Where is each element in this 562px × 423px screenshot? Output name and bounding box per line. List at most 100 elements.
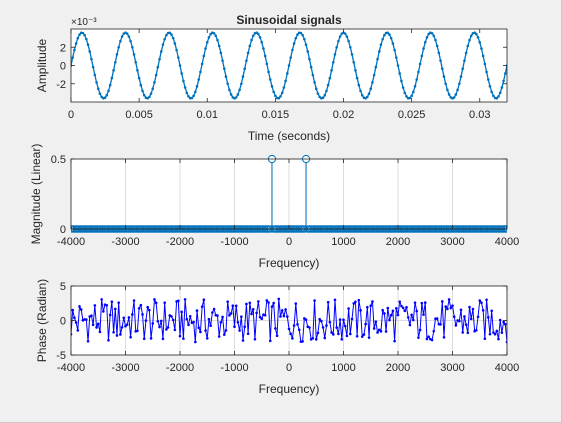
y-exponent-label: ×10⁻³	[71, 17, 97, 28]
phase-point	[376, 331, 379, 334]
signal-sample-point	[456, 88, 459, 92]
phase-point	[345, 334, 349, 338]
signal-sample-point	[345, 35, 349, 38]
y-axis-label: Amplitude	[35, 39, 49, 93]
phase-point	[294, 302, 298, 305]
phase-point	[236, 320, 240, 324]
signal-sample-point	[108, 83, 112, 87]
phase-point	[497, 337, 500, 341]
y-axis-label: Phase (Radian)	[35, 279, 49, 362]
signal-sample-point	[88, 50, 92, 53]
phase-point	[234, 304, 238, 308]
phase-point	[500, 331, 504, 334]
phase-point	[117, 301, 120, 304]
signal-sample-point	[337, 39, 340, 43]
signal-sample-point	[469, 34, 473, 38]
signal-sample-point	[371, 81, 374, 84]
phase-point	[413, 301, 417, 304]
phase-point	[483, 337, 487, 341]
phase-point	[355, 334, 359, 338]
phase-point	[86, 340, 90, 343]
signal-sample-point	[366, 95, 369, 99]
phase-point	[308, 326, 311, 329]
phase-point	[204, 329, 207, 332]
x-tick-label: 1000	[331, 362, 355, 374]
phase-point	[331, 333, 335, 336]
signal-sample-point	[394, 56, 398, 59]
phase-point	[372, 327, 376, 330]
signal-sample-point	[241, 75, 245, 78]
phase-point	[182, 337, 185, 340]
signal-sample-point	[333, 53, 337, 56]
signal-sample-point	[393, 48, 396, 52]
phase-point	[461, 331, 465, 334]
signal-sample-point	[389, 36, 393, 40]
phase-point	[323, 336, 327, 340]
signal-sample-point	[127, 35, 131, 38]
signal-sample-point	[379, 43, 383, 46]
signal-sample-point	[377, 50, 381, 53]
phase-point	[100, 298, 103, 301]
signal-sample-point	[238, 88, 241, 92]
phase-point	[125, 323, 129, 326]
signal-sample-point	[360, 93, 364, 97]
phase-point	[304, 318, 308, 321]
signal-sample-point	[178, 64, 182, 67]
phase-point	[374, 320, 378, 323]
phase-point	[492, 331, 495, 334]
phase-point	[113, 307, 117, 311]
phase-point	[173, 328, 177, 332]
signal-sample-point	[86, 43, 90, 46]
phase-point	[211, 311, 214, 314]
signal-sample-point	[417, 70, 420, 74]
signal-sample-point	[485, 70, 488, 74]
phase-point	[435, 317, 439, 320]
signal-sample-point	[454, 93, 458, 96]
phase-point	[241, 339, 245, 342]
phase-point	[195, 309, 199, 312]
phase-point	[178, 334, 182, 338]
signal-sample-point	[136, 69, 139, 72]
phase-point	[159, 319, 163, 323]
signal-sample-point	[313, 81, 316, 84]
phase-point	[425, 337, 429, 341]
signal-sample-point	[466, 44, 470, 48]
signal-sample-point	[194, 90, 197, 94]
signal-sample-point	[430, 31, 434, 35]
phase-point	[490, 309, 493, 313]
phase-point	[148, 308, 151, 312]
signal-sample-point	[74, 42, 78, 45]
phase-point	[476, 315, 480, 319]
phase-point	[412, 318, 415, 322]
signal-sample-point	[291, 48, 294, 52]
phase-point	[141, 313, 144, 316]
signal-sample-point	[503, 72, 507, 75]
phase-point	[115, 334, 119, 337]
phase-point	[488, 332, 492, 336]
phase-point	[502, 320, 505, 324]
signal-sample-point	[175, 48, 178, 52]
phase-point	[389, 313, 393, 317]
signal-sample-point	[405, 95, 408, 98]
phase-point	[391, 309, 395, 313]
data-series	[71, 31, 507, 100]
signal-sample-point	[185, 91, 189, 95]
phase-point	[197, 326, 201, 330]
signal-sample-point	[216, 38, 219, 42]
phase-point	[478, 299, 482, 302]
x-tick-label: 0.015	[262, 109, 290, 121]
signal-sample-point	[280, 91, 284, 95]
phase-point	[471, 307, 475, 311]
signal-sample-point	[495, 96, 499, 100]
x-tick-label: -1000	[220, 362, 248, 374]
phase-point	[279, 315, 282, 318]
phase-point	[285, 315, 289, 318]
signal-sample-point	[359, 89, 362, 93]
phase-point	[444, 305, 447, 308]
phase-point	[301, 340, 304, 343]
phase-point	[459, 308, 463, 312]
phase-point	[78, 305, 81, 308]
phase-point	[158, 325, 161, 329]
phase-point	[228, 314, 231, 317]
phase-point	[231, 304, 235, 307]
